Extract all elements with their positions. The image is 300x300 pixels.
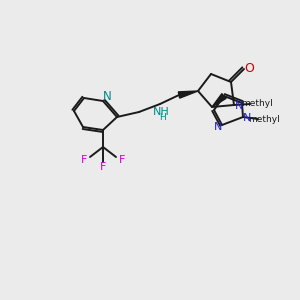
Text: N: N xyxy=(243,113,251,123)
Text: N: N xyxy=(235,101,243,111)
Text: methyl: methyl xyxy=(248,116,280,124)
Text: F: F xyxy=(100,162,106,172)
Text: N: N xyxy=(103,89,111,103)
Text: methyl: methyl xyxy=(241,100,273,109)
Text: H: H xyxy=(160,113,167,122)
Text: F: F xyxy=(81,155,87,165)
Text: O: O xyxy=(244,62,254,76)
Text: N: N xyxy=(214,122,222,132)
Polygon shape xyxy=(212,94,226,107)
Polygon shape xyxy=(178,91,198,98)
Text: NH: NH xyxy=(153,107,169,117)
Text: F: F xyxy=(119,155,125,165)
